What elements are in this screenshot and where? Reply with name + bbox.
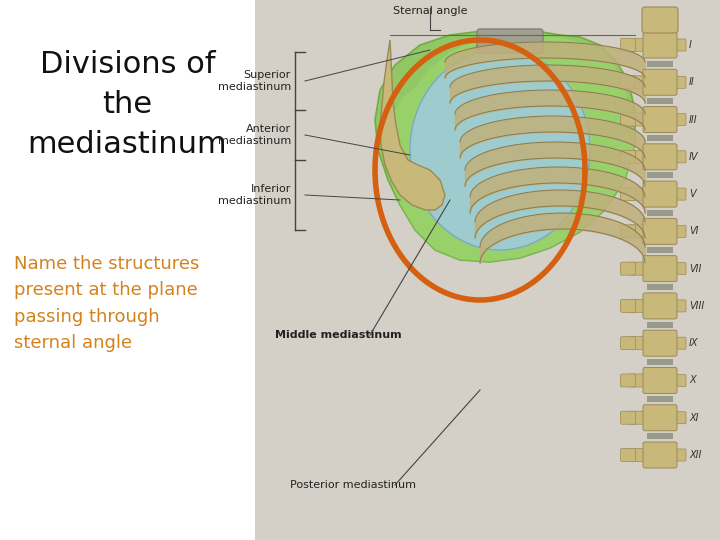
FancyBboxPatch shape bbox=[629, 76, 647, 89]
FancyBboxPatch shape bbox=[621, 38, 636, 51]
FancyBboxPatch shape bbox=[674, 113, 686, 125]
FancyBboxPatch shape bbox=[674, 76, 686, 88]
FancyBboxPatch shape bbox=[621, 336, 636, 350]
FancyBboxPatch shape bbox=[621, 225, 636, 238]
Bar bbox=[647, 60, 673, 66]
FancyBboxPatch shape bbox=[629, 449, 647, 462]
FancyBboxPatch shape bbox=[643, 69, 677, 95]
Polygon shape bbox=[380, 40, 445, 210]
FancyBboxPatch shape bbox=[643, 255, 677, 282]
FancyBboxPatch shape bbox=[621, 299, 636, 313]
Text: the: the bbox=[102, 90, 153, 119]
FancyBboxPatch shape bbox=[629, 38, 647, 51]
FancyBboxPatch shape bbox=[629, 336, 647, 350]
FancyBboxPatch shape bbox=[629, 299, 647, 313]
FancyBboxPatch shape bbox=[674, 39, 686, 51]
FancyBboxPatch shape bbox=[674, 225, 686, 238]
Text: IV: IV bbox=[689, 152, 698, 162]
FancyBboxPatch shape bbox=[621, 113, 636, 126]
FancyBboxPatch shape bbox=[642, 7, 678, 33]
FancyBboxPatch shape bbox=[643, 293, 677, 319]
FancyBboxPatch shape bbox=[621, 374, 636, 387]
FancyBboxPatch shape bbox=[643, 106, 677, 132]
Bar bbox=[647, 321, 673, 328]
FancyBboxPatch shape bbox=[674, 262, 686, 275]
Text: Name the structures
present at the plane
passing through
sternal angle: Name the structures present at the plane… bbox=[14, 255, 199, 352]
Text: VII: VII bbox=[689, 264, 701, 274]
FancyBboxPatch shape bbox=[643, 144, 677, 170]
Text: Inferior
mediastinum: Inferior mediastinum bbox=[217, 184, 291, 206]
FancyBboxPatch shape bbox=[629, 113, 647, 126]
Text: III: III bbox=[689, 114, 698, 125]
Polygon shape bbox=[375, 30, 635, 262]
FancyBboxPatch shape bbox=[643, 404, 677, 431]
Bar bbox=[647, 434, 673, 440]
Text: Sternal angle: Sternal angle bbox=[392, 6, 467, 16]
FancyBboxPatch shape bbox=[674, 337, 686, 349]
Bar bbox=[647, 359, 673, 365]
Polygon shape bbox=[410, 50, 590, 250]
Bar bbox=[255, 0, 720, 540]
FancyBboxPatch shape bbox=[477, 29, 543, 53]
FancyBboxPatch shape bbox=[621, 262, 636, 275]
Bar bbox=[647, 98, 673, 104]
FancyBboxPatch shape bbox=[621, 411, 636, 424]
FancyBboxPatch shape bbox=[643, 367, 677, 394]
FancyBboxPatch shape bbox=[629, 187, 647, 200]
FancyBboxPatch shape bbox=[643, 181, 677, 207]
Text: Anterior
mediastinum: Anterior mediastinum bbox=[217, 124, 291, 146]
FancyBboxPatch shape bbox=[629, 374, 647, 387]
FancyBboxPatch shape bbox=[643, 218, 677, 245]
Polygon shape bbox=[385, 35, 635, 262]
Text: II: II bbox=[689, 77, 695, 87]
Bar bbox=[647, 396, 673, 402]
FancyBboxPatch shape bbox=[621, 449, 636, 462]
Bar bbox=[647, 172, 673, 178]
FancyBboxPatch shape bbox=[629, 225, 647, 238]
Bar bbox=[647, 135, 673, 141]
FancyBboxPatch shape bbox=[674, 300, 686, 312]
FancyBboxPatch shape bbox=[643, 442, 677, 468]
FancyBboxPatch shape bbox=[674, 411, 686, 424]
Bar bbox=[647, 284, 673, 291]
FancyBboxPatch shape bbox=[643, 330, 677, 356]
Bar bbox=[0, 0, 255, 540]
Text: Superior
mediastinum: Superior mediastinum bbox=[217, 70, 291, 92]
Text: X: X bbox=[689, 375, 696, 386]
Text: I: I bbox=[689, 40, 692, 50]
FancyBboxPatch shape bbox=[621, 150, 636, 163]
FancyBboxPatch shape bbox=[629, 150, 647, 163]
Text: XII: XII bbox=[689, 450, 701, 460]
FancyBboxPatch shape bbox=[674, 374, 686, 387]
FancyBboxPatch shape bbox=[621, 76, 636, 89]
Text: Posterior mediastinum: Posterior mediastinum bbox=[290, 480, 416, 490]
Text: mediastinum: mediastinum bbox=[27, 130, 228, 159]
Text: VI: VI bbox=[689, 226, 698, 237]
FancyBboxPatch shape bbox=[674, 188, 686, 200]
Text: Middle mediastinum: Middle mediastinum bbox=[275, 330, 402, 340]
FancyBboxPatch shape bbox=[643, 32, 677, 58]
Text: XI: XI bbox=[689, 413, 698, 423]
FancyBboxPatch shape bbox=[674, 151, 686, 163]
Bar bbox=[647, 247, 673, 253]
FancyBboxPatch shape bbox=[629, 262, 647, 275]
FancyBboxPatch shape bbox=[621, 187, 636, 200]
FancyBboxPatch shape bbox=[674, 449, 686, 461]
Text: V: V bbox=[689, 189, 696, 199]
FancyBboxPatch shape bbox=[629, 411, 647, 424]
Text: Divisions of: Divisions of bbox=[40, 50, 215, 79]
Bar bbox=[647, 210, 673, 215]
Text: IX: IX bbox=[689, 338, 698, 348]
Text: VIII: VIII bbox=[689, 301, 704, 311]
